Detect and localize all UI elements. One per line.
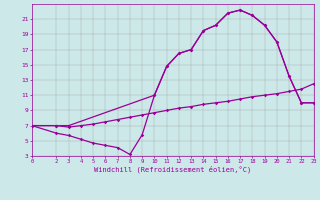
X-axis label: Windchill (Refroidissement éolien,°C): Windchill (Refroidissement éolien,°C) [94,166,252,173]
